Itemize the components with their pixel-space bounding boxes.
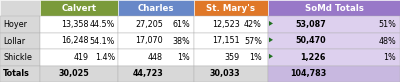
Text: 57%: 57% (244, 36, 262, 46)
Text: 54.1%: 54.1% (90, 36, 115, 46)
Text: 448: 448 (148, 53, 163, 62)
Bar (194, 49, 268, 66)
Bar (118, 33, 194, 49)
Bar (118, 16, 194, 33)
Bar (0, 33, 40, 49)
Bar (268, 16, 400, 33)
Text: 1,226: 1,226 (301, 53, 326, 62)
Text: Shickle: Shickle (3, 53, 32, 62)
Text: SoMd Totals: SoMd Totals (304, 4, 364, 13)
Bar (0, 16, 40, 33)
Text: 1%: 1% (249, 53, 262, 62)
Bar (268, 66, 400, 82)
Bar (268, 49, 400, 66)
Text: Charles: Charles (138, 4, 174, 13)
Text: Lollar: Lollar (3, 36, 25, 46)
Text: 1.4%: 1.4% (95, 53, 115, 62)
Text: 61%: 61% (172, 20, 190, 29)
Text: 17,070: 17,070 (135, 36, 163, 46)
Text: 359: 359 (225, 53, 240, 62)
Text: 42%: 42% (244, 20, 262, 29)
Bar (40, 16, 118, 33)
Text: 419: 419 (74, 53, 89, 62)
Text: 13,358: 13,358 (62, 20, 89, 29)
Text: 1%: 1% (177, 53, 190, 62)
Text: 17,151: 17,151 (212, 36, 240, 46)
Polygon shape (269, 37, 273, 42)
Text: 51%: 51% (378, 20, 396, 29)
Text: 44,723: 44,723 (132, 69, 163, 78)
Bar (194, 16, 268, 33)
Text: 30,025: 30,025 (58, 69, 89, 78)
Text: 30,033: 30,033 (209, 69, 240, 78)
Text: 1%: 1% (383, 53, 396, 62)
Bar (0, 0, 40, 16)
Bar (194, 33, 268, 49)
Bar (118, 66, 194, 82)
Text: St. Mary's: St. Mary's (206, 4, 256, 13)
Text: 12,523: 12,523 (212, 20, 240, 29)
Text: Totals: Totals (3, 69, 30, 78)
Bar (194, 66, 268, 82)
Text: Calvert: Calvert (62, 4, 96, 13)
Text: 50,470: 50,470 (295, 36, 326, 46)
Text: 44.5%: 44.5% (90, 20, 115, 29)
Text: 53,087: 53,087 (295, 20, 326, 29)
Text: Hoyer: Hoyer (3, 20, 27, 29)
Bar (268, 33, 400, 49)
Text: 27,205: 27,205 (135, 20, 163, 29)
Polygon shape (269, 21, 273, 26)
Text: 16,248: 16,248 (62, 36, 89, 46)
Polygon shape (269, 54, 273, 59)
Text: 104,783: 104,783 (290, 69, 326, 78)
Text: 38%: 38% (172, 36, 190, 46)
Text: 48%: 48% (378, 36, 396, 46)
Bar (268, 0, 400, 16)
Bar (0, 49, 40, 66)
Bar (40, 49, 118, 66)
Bar (194, 0, 268, 16)
Bar (40, 66, 118, 82)
Bar (0, 66, 40, 82)
Bar (40, 0, 118, 16)
Bar (118, 0, 194, 16)
Bar (118, 49, 194, 66)
Bar (40, 33, 118, 49)
